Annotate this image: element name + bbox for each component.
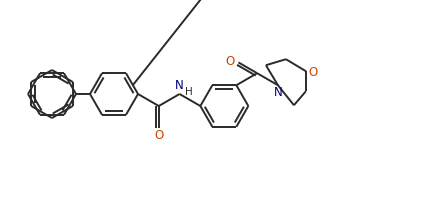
Text: O: O [154,129,163,141]
Text: N: N [274,85,282,98]
Text: O: O [308,65,317,78]
Text: H: H [184,87,193,97]
Text: N: N [175,79,184,91]
Text: O: O [226,55,235,68]
